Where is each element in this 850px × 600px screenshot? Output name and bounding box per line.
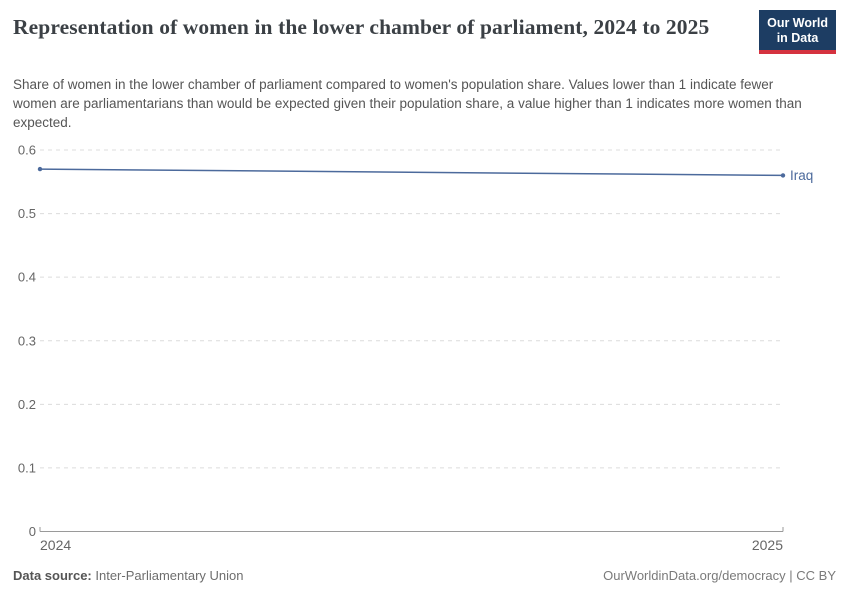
- chart-subtitle: Share of women in the lower chamber of p…: [13, 77, 802, 130]
- y-tick-label: 0.2: [18, 397, 36, 412]
- y-tick-label: 0.4: [18, 270, 36, 285]
- owid-logo-line1: Our World: [767, 16, 828, 30]
- x-tick-label: 2025: [752, 537, 783, 553]
- data-source-value: Inter-Parliamentary Union: [95, 568, 244, 583]
- data-source-label: Data source:: [13, 568, 92, 583]
- y-tick-label: 0.6: [18, 143, 36, 158]
- footer-license[interactable]: OurWorldinData.org/democracy | CC BY: [603, 568, 836, 583]
- y-tick-label: 0.3: [18, 333, 36, 348]
- series-line-iraq[interactable]: [39, 168, 784, 177]
- series-point[interactable]: [780, 173, 786, 178]
- y-tick-label: 0.1: [18, 460, 36, 475]
- x-tick-label: 2024: [40, 537, 71, 553]
- y-tick-label: 0: [29, 524, 36, 539]
- chart-title: Representation of women in the lower cha…: [13, 15, 710, 39]
- y-tick-label: 0.5: [18, 206, 36, 221]
- owid-logo[interactable]: Our World in Data: [759, 10, 836, 54]
- series-entity-label[interactable]: Iraq: [790, 168, 813, 183]
- series-point[interactable]: [37, 166, 43, 172]
- chart-footer: Data source: Inter-Parliamentary Union O…: [13, 567, 836, 584]
- data-source: Data source: Inter-Parliamentary Union: [13, 567, 244, 584]
- owid-logo-line2: in Data: [776, 31, 819, 45]
